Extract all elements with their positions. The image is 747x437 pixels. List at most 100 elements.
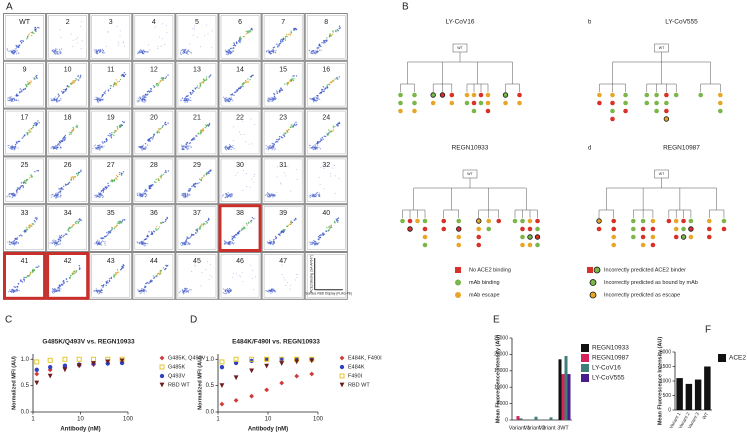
tree-leaf [456,218,462,224]
event-dot [189,97,191,99]
plot-inner [134,110,174,155]
event-dot [315,243,317,245]
event-dot [113,275,115,278]
event-dot [142,97,144,99]
event-dot [273,99,275,101]
plot-frame [3,204,47,252]
event-dot [273,46,276,48]
tree-leaf [485,100,491,106]
plot-label: 36 [150,210,158,217]
event-dot [145,146,147,148]
event-dot [291,221,294,224]
event-dot [53,288,55,291]
bar [549,417,553,420]
event-dot [318,237,321,239]
event-dot [149,185,152,187]
plot-inner [263,110,303,155]
event-dot [230,242,232,245]
event-dot [185,95,188,98]
event-dot [80,47,82,49]
plot-inner [177,254,217,298]
event-dot [143,96,146,99]
event-dot [167,74,169,76]
event-dot [287,224,290,227]
event-dot [164,44,166,46]
legend-swatch [455,267,461,273]
event-dot [286,82,288,85]
event-dot [155,84,158,86]
legend-label: G485K, Q493V [168,355,206,361]
event-dot [38,27,40,29]
event-dot [62,235,64,238]
event-dot [187,196,189,198]
event-dot [290,31,293,34]
event-dot [226,52,228,54]
event-dot [36,170,38,172]
tree-leaf [597,100,602,106]
event-dot [270,193,272,195]
event-dot [205,24,207,26]
tree-node-label: WT [659,172,665,176]
event-dot [317,193,319,196]
event-dot [238,275,240,277]
event-dot [78,268,81,271]
legend-label: Incorrectly predicted ACE2 binder [604,267,686,273]
event-dot [207,171,210,173]
event-dot [240,38,242,40]
event-dot [228,292,231,294]
event-dot [144,142,147,145]
event-dot [31,128,33,130]
event-dot [269,196,271,198]
event-dot [140,291,142,294]
event-dot [51,287,53,290]
event-dot [317,97,319,99]
event-dot [78,267,81,269]
event-dot [108,231,111,234]
event-dot [146,281,149,284]
event-dot [284,35,287,38]
event-dot [182,195,184,197]
event-dot [63,234,65,237]
plot-inner [263,254,303,298]
event-dot [102,240,104,243]
event-dot [76,174,79,177]
event-dot [13,289,15,292]
event-dot [279,89,281,91]
event-dot [67,85,70,88]
event-dot [241,82,244,85]
event-dot [225,145,227,147]
event-dot [187,49,190,51]
event-dot [14,286,17,289]
tree-leaf [623,92,628,98]
event-dot [145,51,148,53]
event-dot [9,96,11,99]
event-dot [267,100,269,102]
plot-inner [91,254,131,298]
event-dot [329,33,331,35]
event-dot [147,93,149,95]
event-dot [188,242,190,244]
tree-title: REGN10987 [663,145,700,152]
event-dot [58,99,60,101]
flow-plot [308,165,340,199]
event-dot [187,291,190,293]
event-dot [55,243,58,245]
event-dot [79,77,81,79]
event-dot [165,264,167,267]
event-dot [239,40,242,42]
event-dot [65,233,67,235]
event-dot [236,89,238,91]
flow-plot [224,116,255,151]
event-dot [228,291,230,293]
event-dot [294,279,296,281]
event-dot [194,265,196,267]
event-dot [55,144,57,146]
event-dot [182,52,184,54]
event-dot [192,234,194,236]
legend-label: No ACE2 binding [469,267,511,273]
event-dot [56,52,58,54]
tree-node-label: WT [659,46,665,50]
event-dot [242,170,244,172]
event-dot [315,51,317,53]
event-dot [293,78,295,80]
